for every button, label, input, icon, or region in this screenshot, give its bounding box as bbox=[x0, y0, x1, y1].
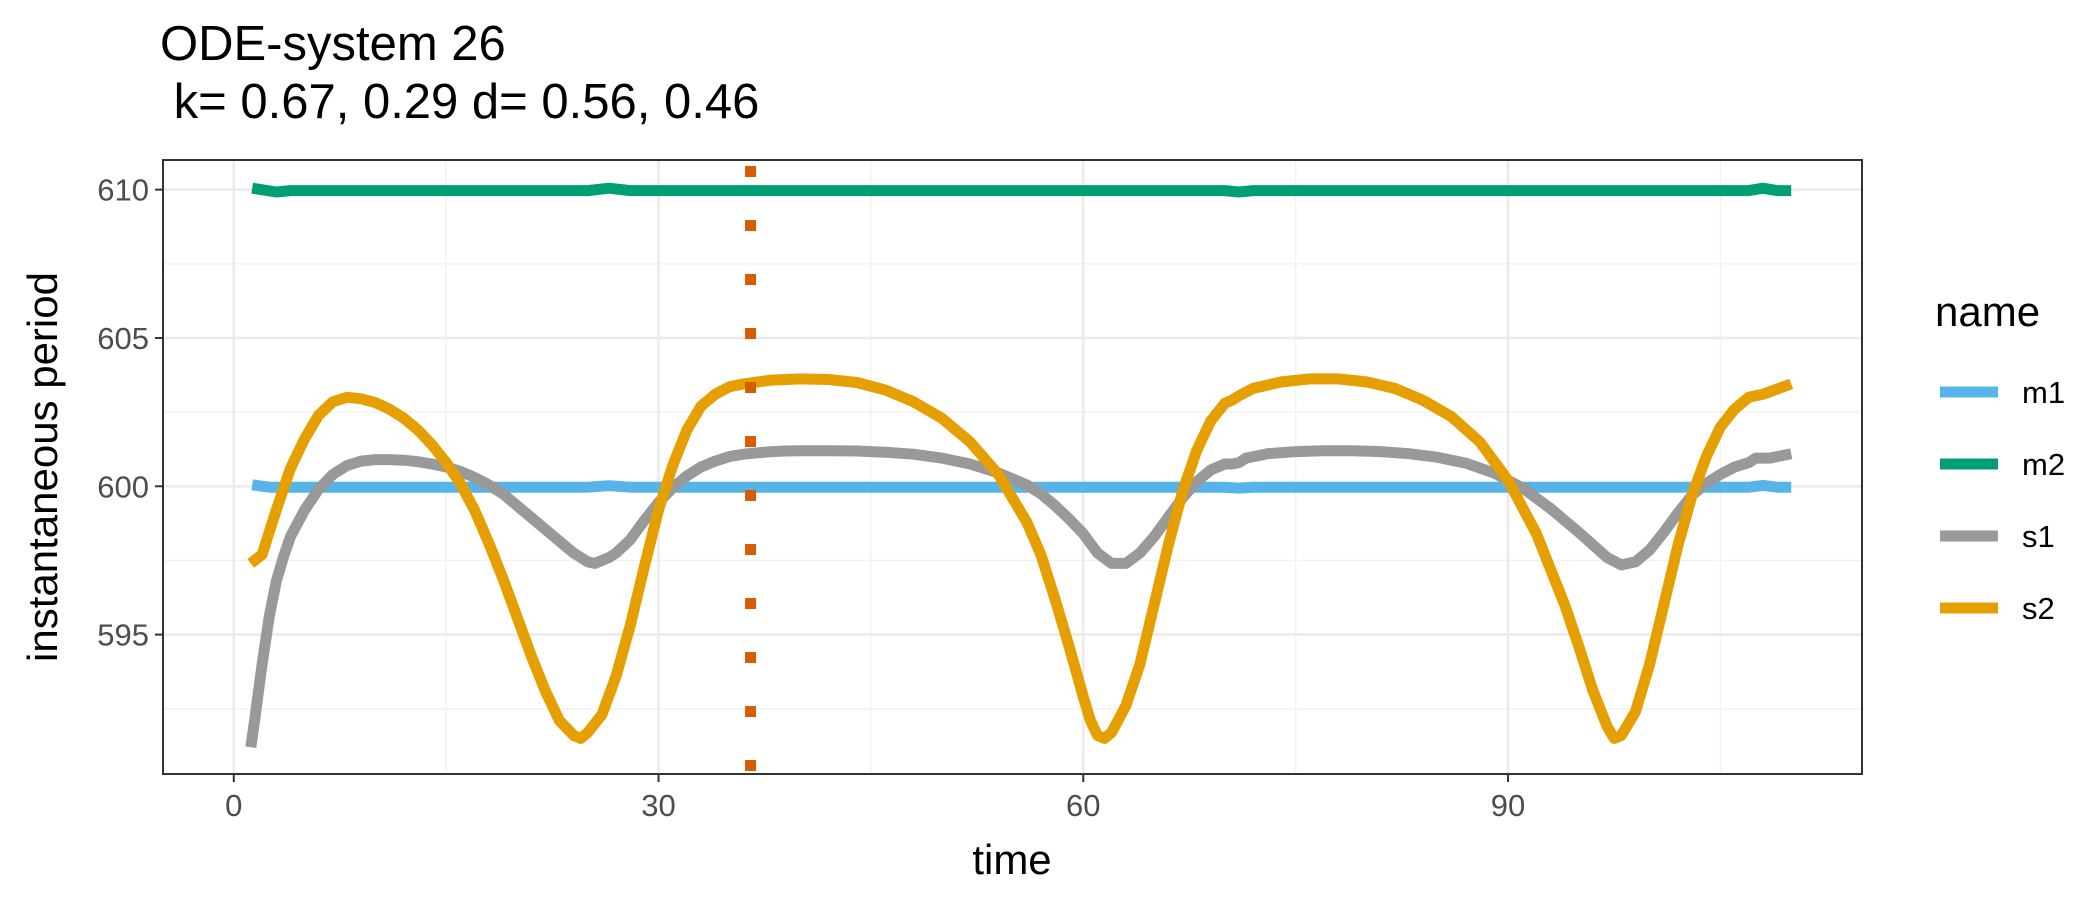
legend: name m1 m2 s1 s2 bbox=[1935, 288, 2065, 626]
x-tick-label: 0 bbox=[225, 788, 242, 823]
y-axis-title: instantaneous period bbox=[19, 272, 66, 662]
series-lines bbox=[245, 182, 1794, 749]
legend-label-m2: m2 bbox=[2022, 447, 2065, 482]
y-tick-label: 605 bbox=[97, 321, 149, 356]
chart-title: ODE-system 26 bbox=[160, 17, 506, 71]
series-line-s2 bbox=[247, 373, 1794, 744]
chart-subtitle: k= 0.67, 0.29 d= 0.56, 0.46 bbox=[160, 75, 759, 129]
series-line-m1 bbox=[251, 479, 1792, 494]
x-tick-label: 30 bbox=[641, 788, 675, 823]
y-tick-label: 595 bbox=[97, 618, 149, 653]
y-tick-label: 610 bbox=[97, 173, 149, 208]
legend-items: m1 m2 s1 s2 bbox=[1940, 375, 2065, 626]
x-axis-title: time bbox=[972, 836, 1051, 883]
y-tick-label: 600 bbox=[97, 469, 149, 504]
series-line-s1 bbox=[245, 445, 1793, 749]
legend-title: name bbox=[1935, 288, 2040, 335]
legend-label-s1: s1 bbox=[2022, 519, 2055, 554]
x-axis-ticks: 0 30 60 90 bbox=[225, 774, 1525, 823]
y-axis-ticks: 595 600 605 610 bbox=[97, 173, 163, 653]
x-tick-label: 60 bbox=[1066, 788, 1100, 823]
legend-label-s2: s2 bbox=[2022, 591, 2055, 626]
x-tick-label: 90 bbox=[1491, 788, 1525, 823]
panel-border bbox=[162, 159, 1863, 775]
legend-label-m1: m1 bbox=[2022, 375, 2065, 410]
series-line-m2 bbox=[251, 182, 1792, 198]
